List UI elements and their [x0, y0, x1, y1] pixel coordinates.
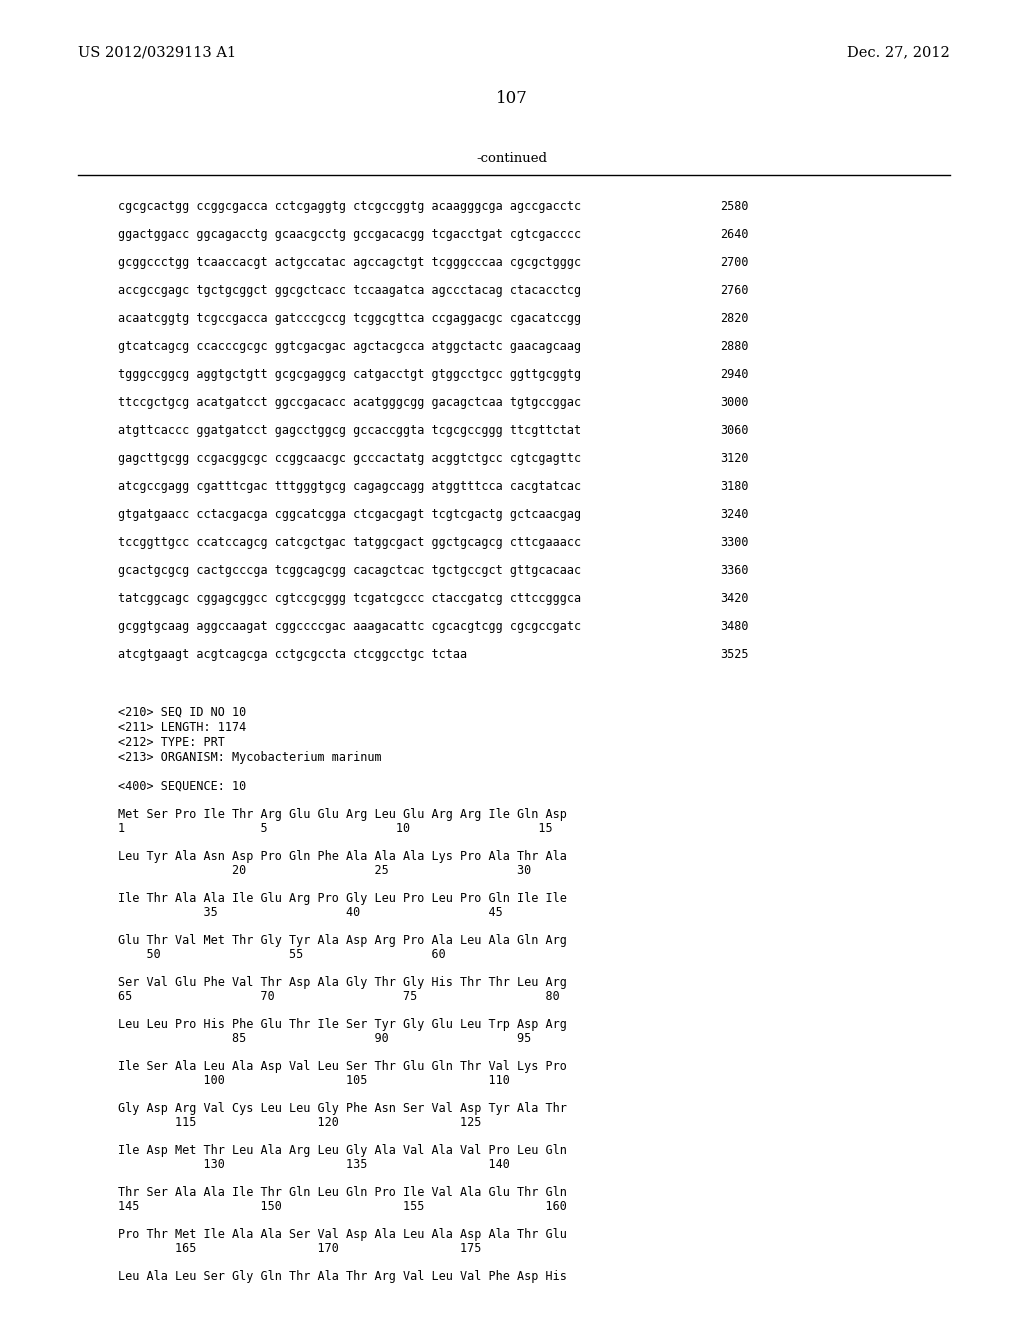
Text: 2580: 2580 — [720, 201, 749, 213]
Text: 1                   5                  10                  15: 1 5 10 15 — [118, 822, 553, 836]
Text: 65                  70                  75                  80: 65 70 75 80 — [118, 990, 560, 1003]
Text: 20                  25                  30: 20 25 30 — [118, 865, 531, 876]
Text: gtgatgaacc cctacgacga cggcatcgga ctcgacgagt tcgtcgactg gctcaacgag: gtgatgaacc cctacgacga cggcatcgga ctcgacg… — [118, 508, 582, 521]
Text: tgggccggcg aggtgctgtt gcgcgaggcg catgacctgt gtggcctgcc ggttgcggtg: tgggccggcg aggtgctgtt gcgcgaggcg catgacc… — [118, 368, 582, 381]
Text: cgcgcactgg ccggcgacca cctcgaggtg ctcgccggtg acaagggcga agccgacctc: cgcgcactgg ccggcgacca cctcgaggtg ctcgccg… — [118, 201, 582, 213]
Text: 3240: 3240 — [720, 508, 749, 521]
Text: 165                 170                 175: 165 170 175 — [118, 1242, 481, 1255]
Text: 3120: 3120 — [720, 451, 749, 465]
Text: Gly Asp Arg Val Cys Leu Leu Gly Phe Asn Ser Val Asp Tyr Ala Thr: Gly Asp Arg Val Cys Leu Leu Gly Phe Asn … — [118, 1102, 567, 1115]
Text: 3360: 3360 — [720, 564, 749, 577]
Text: Dec. 27, 2012: Dec. 27, 2012 — [847, 45, 950, 59]
Text: 130                 135                 140: 130 135 140 — [118, 1158, 510, 1171]
Text: acaatcggtg tcgccgacca gatcccgccg tcggcgttca ccgaggacgc cgacatccgg: acaatcggtg tcgccgacca gatcccgccg tcggcgt… — [118, 312, 582, 325]
Text: <212> TYPE: PRT: <212> TYPE: PRT — [118, 737, 225, 748]
Text: 2880: 2880 — [720, 341, 749, 352]
Text: tccggttgcc ccatccagcg catcgctgac tatggcgact ggctgcagcg cttcgaaacc: tccggttgcc ccatccagcg catcgctgac tatggcg… — [118, 536, 582, 549]
Text: Ile Ser Ala Leu Ala Asp Val Leu Ser Thr Glu Gln Thr Val Lys Pro: Ile Ser Ala Leu Ala Asp Val Leu Ser Thr … — [118, 1060, 567, 1073]
Text: <210> SEQ ID NO 10: <210> SEQ ID NO 10 — [118, 706, 246, 719]
Text: 3000: 3000 — [720, 396, 749, 409]
Text: atcgccgagg cgatttcgac tttgggtgcg cagagccagg atggtttcca cacgtatcac: atcgccgagg cgatttcgac tttgggtgcg cagagcc… — [118, 480, 582, 492]
Text: 2940: 2940 — [720, 368, 749, 381]
Text: ttccgctgcg acatgatcct ggccgacacc acatgggcgg gacagctcaa tgtgccggac: ttccgctgcg acatgatcct ggccgacacc acatggg… — [118, 396, 582, 409]
Text: gtcatcagcg ccacccgcgc ggtcgacgac agctacgcca atggctactc gaacagcaag: gtcatcagcg ccacccgcgc ggtcgacgac agctacg… — [118, 341, 582, 352]
Text: gagcttgcgg ccgacggcgc ccggcaacgc gcccactatg acggtctgcc cgtcgagttc: gagcttgcgg ccgacggcgc ccggcaacgc gcccact… — [118, 451, 582, 465]
Text: <211> LENGTH: 1174: <211> LENGTH: 1174 — [118, 721, 246, 734]
Text: 145                 150                 155                 160: 145 150 155 160 — [118, 1200, 567, 1213]
Text: 100                 105                 110: 100 105 110 — [118, 1074, 510, 1086]
Text: tatcggcagc cggagcggcc cgtccgcggg tcgatcgccc ctaccgatcg cttccgggca: tatcggcagc cggagcggcc cgtccgcggg tcgatcg… — [118, 591, 582, 605]
Text: Glu Thr Val Met Thr Gly Tyr Ala Asp Arg Pro Ala Leu Ala Gln Arg: Glu Thr Val Met Thr Gly Tyr Ala Asp Arg … — [118, 935, 567, 946]
Text: Leu Tyr Ala Asn Asp Pro Gln Phe Ala Ala Ala Lys Pro Ala Thr Ala: Leu Tyr Ala Asn Asp Pro Gln Phe Ala Ala … — [118, 850, 567, 863]
Text: 3060: 3060 — [720, 424, 749, 437]
Text: 2640: 2640 — [720, 228, 749, 242]
Text: 107: 107 — [496, 90, 528, 107]
Text: <213> ORGANISM: Mycobacterium marinum: <213> ORGANISM: Mycobacterium marinum — [118, 751, 382, 764]
Text: 35                  40                  45: 35 40 45 — [118, 906, 503, 919]
Text: Leu Ala Leu Ser Gly Gln Thr Ala Thr Arg Val Leu Val Phe Asp His: Leu Ala Leu Ser Gly Gln Thr Ala Thr Arg … — [118, 1270, 567, 1283]
Text: gcggtgcaag aggccaagat cggccccgac aaagacattc cgcacgtcgg cgcgccgatc: gcggtgcaag aggccaagat cggccccgac aaagaca… — [118, 620, 582, 634]
Text: 3525: 3525 — [720, 648, 749, 661]
Text: gcactgcgcg cactgcccga tcggcagcgg cacagctcac tgctgccgct gttgcacaac: gcactgcgcg cactgcccga tcggcagcgg cacagct… — [118, 564, 582, 577]
Text: 2820: 2820 — [720, 312, 749, 325]
Text: 115                 120                 125: 115 120 125 — [118, 1115, 481, 1129]
Text: -continued: -continued — [476, 152, 548, 165]
Text: accgccgagc tgctgcggct ggcgctcacc tccaagatca agccctacag ctacacctcg: accgccgagc tgctgcggct ggcgctcacc tccaaga… — [118, 284, 582, 297]
Text: Ser Val Glu Phe Val Thr Asp Ala Gly Thr Gly His Thr Thr Leu Arg: Ser Val Glu Phe Val Thr Asp Ala Gly Thr … — [118, 975, 567, 989]
Text: Met Ser Pro Ile Thr Arg Glu Glu Arg Leu Glu Arg Arg Ile Gln Asp: Met Ser Pro Ile Thr Arg Glu Glu Arg Leu … — [118, 808, 567, 821]
Text: 3420: 3420 — [720, 591, 749, 605]
Text: <400> SEQUENCE: 10: <400> SEQUENCE: 10 — [118, 780, 246, 793]
Text: 3300: 3300 — [720, 536, 749, 549]
Text: US 2012/0329113 A1: US 2012/0329113 A1 — [78, 45, 237, 59]
Text: 2700: 2700 — [720, 256, 749, 269]
Text: atcgtgaagt acgtcagcga cctgcgccta ctcggcctgc tctaa: atcgtgaagt acgtcagcga cctgcgccta ctcggcc… — [118, 648, 467, 661]
Text: Thr Ser Ala Ala Ile Thr Gln Leu Gln Pro Ile Val Ala Glu Thr Gln: Thr Ser Ala Ala Ile Thr Gln Leu Gln Pro … — [118, 1185, 567, 1199]
Text: 85                  90                  95: 85 90 95 — [118, 1032, 531, 1045]
Text: atgttcaccc ggatgatcct gagcctggcg gccaccggta tcgcgccggg ttcgttctat: atgttcaccc ggatgatcct gagcctggcg gccaccg… — [118, 424, 582, 437]
Text: Pro Thr Met Ile Ala Ala Ser Val Asp Ala Leu Ala Asp Ala Thr Glu: Pro Thr Met Ile Ala Ala Ser Val Asp Ala … — [118, 1228, 567, 1241]
Text: 50                  55                  60: 50 55 60 — [118, 948, 445, 961]
Text: 3480: 3480 — [720, 620, 749, 634]
Text: Ile Thr Ala Ala Ile Glu Arg Pro Gly Leu Pro Leu Pro Gln Ile Ile: Ile Thr Ala Ala Ile Glu Arg Pro Gly Leu … — [118, 892, 567, 906]
Text: Leu Leu Pro His Phe Glu Thr Ile Ser Tyr Gly Glu Leu Trp Asp Arg: Leu Leu Pro His Phe Glu Thr Ile Ser Tyr … — [118, 1018, 567, 1031]
Text: ggactggacc ggcagacctg gcaacgcctg gccgacacgg tcgacctgat cgtcgacccc: ggactggacc ggcagacctg gcaacgcctg gccgaca… — [118, 228, 582, 242]
Text: Ile Asp Met Thr Leu Ala Arg Leu Gly Ala Val Ala Val Pro Leu Gln: Ile Asp Met Thr Leu Ala Arg Leu Gly Ala … — [118, 1144, 567, 1158]
Text: gcggccctgg tcaaccacgt actgccatac agccagctgt tcgggcccaa cgcgctgggc: gcggccctgg tcaaccacgt actgccatac agccagc… — [118, 256, 582, 269]
Text: 3180: 3180 — [720, 480, 749, 492]
Text: 2760: 2760 — [720, 284, 749, 297]
